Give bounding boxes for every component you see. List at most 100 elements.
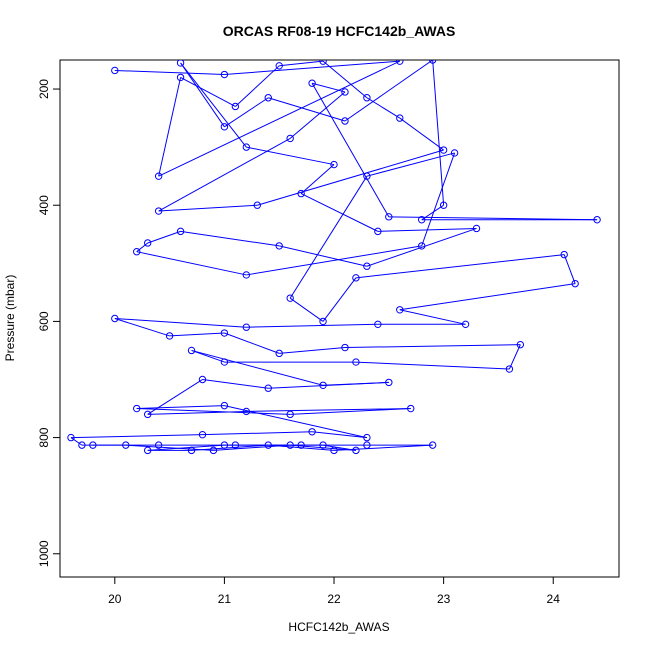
plot-area [67, 60, 601, 455]
series-line-segment [290, 408, 411, 415]
series-line-segment [136, 408, 291, 415]
data-point [231, 102, 240, 111]
data-point [560, 250, 568, 259]
series-line-segment [289, 91, 346, 139]
series-line-segment [235, 65, 280, 107]
data-point [275, 62, 283, 70]
series-line-segment [202, 378, 269, 389]
series-line-segment [300, 164, 335, 194]
series-line-segment [279, 347, 346, 354]
data-point [242, 407, 251, 416]
x-tick-label: 21 [218, 592, 232, 606]
series-line-segment [312, 431, 367, 439]
series-line-segment [70, 437, 83, 446]
series-line-segment [169, 332, 225, 337]
data-point [122, 441, 130, 449]
series-line-segment [224, 60, 400, 76]
y-tick-label: 200 [37, 79, 51, 99]
x-tick-label: 20 [108, 592, 122, 606]
data-point [253, 201, 261, 209]
data-point [198, 430, 207, 439]
series-line-segment [311, 82, 346, 93]
data-point [363, 94, 371, 102]
series-line-segment [300, 193, 379, 232]
data-point [461, 320, 470, 329]
series-line-segment [311, 82, 390, 218]
series-line-segment [158, 137, 291, 212]
series-line-segment [344, 60, 433, 122]
series-line-segment [136, 405, 225, 410]
series-line-segment [268, 97, 346, 122]
series-line-segment [147, 230, 181, 244]
series-line-segment [158, 204, 258, 212]
data-point [242, 271, 251, 279]
data-point [319, 60, 327, 65]
series-line-segment [114, 318, 247, 328]
data-point [319, 381, 327, 390]
series-line-segment [180, 62, 247, 148]
series-line-segment [180, 62, 225, 128]
data-point [143, 410, 152, 419]
series-line-segment [147, 379, 203, 415]
series-line-segment [180, 76, 236, 107]
data-point [275, 242, 283, 250]
data-point [220, 401, 229, 410]
series-line-segment [289, 175, 368, 299]
data-point [341, 88, 349, 96]
data-point [516, 340, 525, 349]
data-point [297, 189, 305, 198]
series-line-segment [366, 97, 401, 119]
data-point [505, 365, 514, 373]
data-point [319, 441, 327, 449]
series-line-segment [432, 60, 445, 206]
series-line-segment [224, 97, 269, 128]
series-line-segment [202, 431, 313, 436]
data-point [154, 207, 163, 215]
series-line-segment [279, 60, 324, 67]
data-point [286, 294, 294, 302]
data-point [176, 73, 185, 82]
series-line-segment [355, 361, 510, 370]
data-point [220, 70, 229, 79]
series-line-segment [70, 434, 203, 439]
y-tick-label: 800 [37, 427, 51, 447]
data-point [220, 123, 229, 131]
data-point [220, 329, 229, 337]
series-line-segment [246, 408, 411, 412]
series-line-segment [366, 152, 455, 177]
series-line-segment [289, 297, 324, 322]
series-line-segment [399, 283, 576, 311]
series-line-segment [158, 60, 400, 177]
series-line-segment [257, 149, 444, 206]
data-point [396, 60, 404, 65]
series-line-segment [322, 277, 357, 322]
data-point [133, 404, 141, 413]
data-point [352, 274, 360, 282]
data-point [111, 314, 119, 323]
series-line-segment [268, 381, 389, 389]
series-line-segment [355, 254, 565, 279]
data-point [264, 384, 272, 392]
y-axis: 200 400 600 800 1000 [37, 79, 60, 567]
data-point [396, 114, 404, 122]
y-tick-label: 600 [37, 311, 51, 331]
data-point [264, 441, 272, 449]
x-tick-label: 22 [327, 592, 341, 606]
data-point [154, 172, 163, 180]
data-point [341, 117, 349, 125]
x-tick-label: 23 [437, 592, 451, 606]
data-point [187, 446, 196, 455]
data-point [198, 375, 207, 384]
data-point [450, 149, 459, 157]
series-line-segment [322, 60, 368, 99]
data-point [286, 134, 294, 143]
series-line-segment [246, 245, 422, 276]
data-point [571, 279, 579, 288]
data-point [439, 201, 448, 209]
series-line-segment [136, 242, 148, 253]
series-line-segment [344, 344, 521, 349]
data-point [264, 94, 272, 102]
y-axis-label: Pressure (mbar) [3, 275, 17, 362]
data-point [330, 446, 338, 455]
